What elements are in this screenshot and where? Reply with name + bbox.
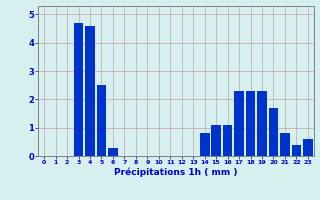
Bar: [108, 148, 118, 156]
Bar: [246, 91, 255, 156]
Bar: [200, 133, 210, 156]
Bar: [211, 125, 221, 156]
Bar: [85, 26, 95, 156]
Bar: [268, 108, 278, 156]
X-axis label: Précipitations 1h ( mm ): Précipitations 1h ( mm ): [114, 168, 238, 177]
Bar: [74, 23, 84, 156]
Bar: [97, 85, 106, 156]
Bar: [223, 125, 232, 156]
Bar: [257, 91, 267, 156]
Bar: [292, 145, 301, 156]
Bar: [234, 91, 244, 156]
Bar: [280, 133, 290, 156]
Bar: [303, 139, 313, 156]
